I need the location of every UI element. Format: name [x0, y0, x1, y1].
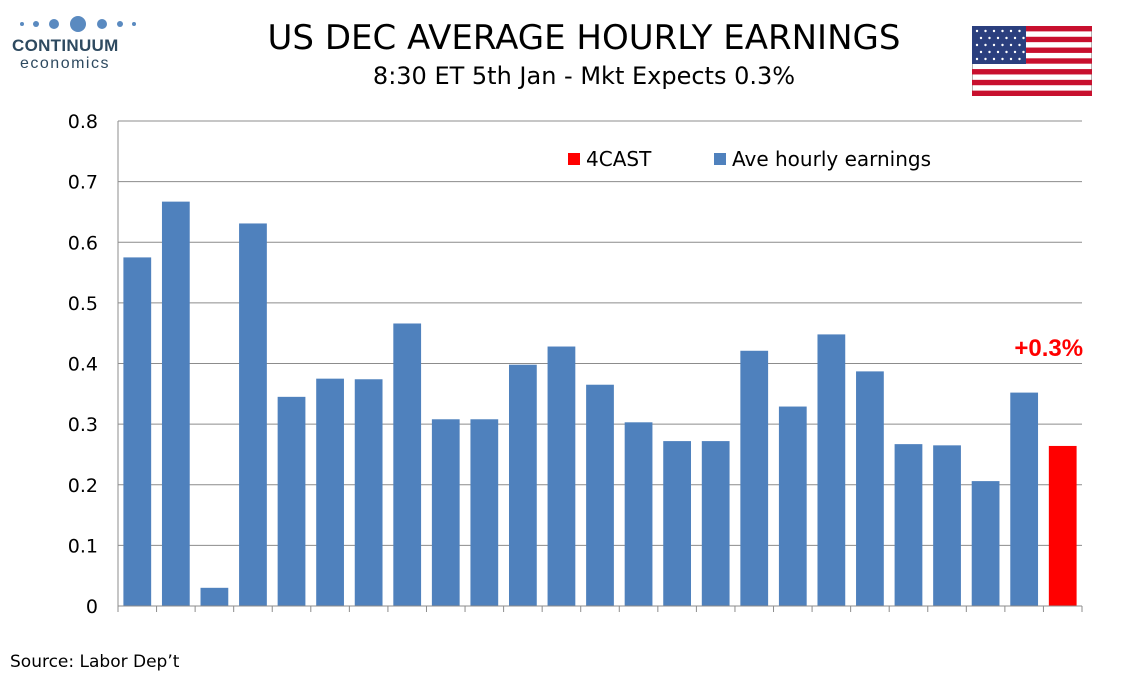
earnings-bar — [933, 445, 961, 606]
legend-swatch — [714, 153, 726, 165]
y-tick-label: 0.2 — [68, 475, 98, 497]
earnings-bar — [817, 334, 846, 606]
earnings-bar — [161, 201, 190, 606]
earnings-bar — [431, 419, 460, 606]
earnings-bar — [971, 481, 1000, 606]
page-title: US DEC AVERAGE HOURLY EARNINGS — [267, 18, 901, 58]
logo-dots-icon — [20, 16, 136, 32]
forecast-bar — [1048, 445, 1077, 606]
earnings-bar — [354, 379, 383, 606]
earnings-bar — [1010, 392, 1039, 606]
page-subtitle: 8:30 ET 5th Jan - Mkt Expects 0.3% — [372, 62, 796, 90]
earnings-bar — [586, 384, 614, 606]
y-tick-label: 0 — [86, 596, 98, 618]
earnings-bar — [778, 406, 807, 606]
y-tick-label: 0.3 — [68, 414, 98, 436]
earnings-bar — [470, 419, 499, 606]
earnings-bar — [239, 223, 267, 607]
earnings-bar — [547, 346, 576, 606]
earnings-bar — [663, 441, 692, 606]
earnings-bar — [277, 396, 306, 606]
y-tick-label: 0.7 — [68, 172, 98, 194]
y-tick-label: 0.5 — [68, 293, 98, 315]
y-tick-label: 0.6 — [68, 232, 98, 254]
y-tick-label: 0.8 — [68, 111, 98, 133]
source-note: Source: Labor Dep’t — [10, 652, 180, 672]
y-tick-label: 0.1 — [68, 535, 98, 557]
earnings-bar — [393, 323, 422, 606]
logo-name: CONTINUUM — [12, 36, 119, 55]
logo-sub: economics — [20, 55, 110, 72]
y-tick-label: 0.4 — [68, 354, 98, 376]
us-flag-icon — [972, 26, 1092, 96]
earnings-bar — [701, 441, 730, 606]
legend-label: 4CAST — [586, 147, 652, 171]
earnings-bar — [508, 364, 537, 606]
forecast-annotation: +0.3% — [1014, 335, 1083, 362]
earnings-bar — [624, 422, 653, 606]
earnings-bar — [894, 444, 923, 606]
earnings-bar — [856, 371, 884, 606]
legend-swatch — [568, 153, 580, 165]
continuum-logo: CONTINUUM economics — [10, 14, 140, 76]
earnings-bar — [200, 587, 229, 606]
earnings-bar — [123, 257, 152, 606]
legend-label: Ave hourly earnings — [732, 147, 931, 171]
earnings-bar — [740, 350, 769, 606]
earnings-bar — [316, 378, 344, 606]
